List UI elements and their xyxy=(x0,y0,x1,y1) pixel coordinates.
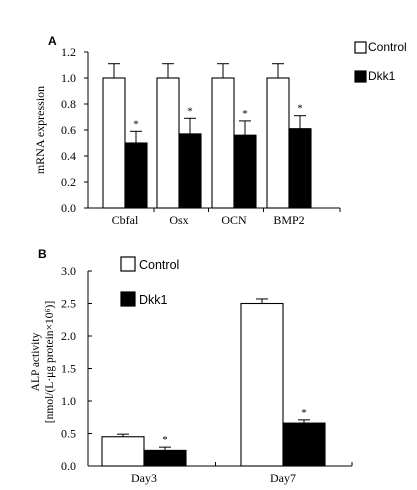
legend-label-control: Control xyxy=(139,258,179,272)
bar-dkk1-cbfal xyxy=(124,142,148,209)
bar-dkk1-day7 xyxy=(282,422,326,467)
bar-dkk1-day3 xyxy=(143,449,187,467)
y-tick-label: 3.0 xyxy=(61,264,76,278)
legend-swatch-dkk1 xyxy=(354,70,367,83)
legend-label-control: Control xyxy=(368,40,407,54)
legend-swatch-control xyxy=(354,41,367,54)
bar-control-cbfal xyxy=(102,77,126,209)
significance-marker: * xyxy=(301,407,307,419)
y-tick-label: 0.0 xyxy=(61,201,76,215)
y-axis-label: [nmol/(L·μg protein×10⁶)] xyxy=(44,301,56,423)
bar-control-bmp2 xyxy=(266,77,290,209)
y-tick-label: 1.5 xyxy=(61,362,76,376)
bar-control-ocn xyxy=(211,77,235,209)
y-tick-label: 0.5 xyxy=(61,427,76,441)
bar-dkk1-bmp2 xyxy=(288,128,312,209)
x-tick-label: Day3 xyxy=(131,471,157,485)
significance-marker: * xyxy=(187,105,193,117)
y-tick-label: 0.8 xyxy=(61,97,76,111)
bar-control-day7 xyxy=(240,302,284,467)
significance-marker: * xyxy=(162,434,168,446)
x-tick-label: OCN xyxy=(221,213,247,227)
significance-marker: * xyxy=(242,108,248,120)
panel-label: A xyxy=(48,34,57,48)
bar-control-osx xyxy=(156,77,180,209)
y-tick-label: 1.0 xyxy=(61,394,76,408)
y-tick-label: 0.4 xyxy=(61,149,76,163)
legend-label-dkk1: Dkk1 xyxy=(139,293,168,307)
x-tick-label: BMP2 xyxy=(273,213,304,227)
panel-label: B xyxy=(38,247,47,261)
legend-swatch-control xyxy=(120,256,136,272)
y-axis-label: mRNA expression xyxy=(33,86,47,174)
bar-control-day3 xyxy=(101,436,145,467)
x-tick-label: Osx xyxy=(169,213,188,227)
bar-dkk1-osx xyxy=(178,133,202,209)
y-tick-label: 2.0 xyxy=(61,329,76,343)
bar-dkk1-ocn xyxy=(233,134,257,209)
x-tick-label: Cbfal xyxy=(112,213,139,227)
legend-swatch-dkk1 xyxy=(120,291,136,307)
y-tick-label: 0.6 xyxy=(61,123,76,137)
x-tick-label: Day7 xyxy=(270,471,296,485)
y-tick-label: 1.0 xyxy=(61,71,76,85)
y-axis-label: ALP activity xyxy=(30,332,42,391)
legend-label-dkk1: Dkk1 xyxy=(368,69,396,83)
y-tick-label: 1.2 xyxy=(61,45,76,59)
y-tick-label: 0.2 xyxy=(61,175,76,189)
y-tick-label: 2.5 xyxy=(61,297,76,311)
y-tick-label: 0.0 xyxy=(61,459,76,473)
significance-marker: * xyxy=(133,118,139,130)
significance-marker: * xyxy=(297,103,303,115)
